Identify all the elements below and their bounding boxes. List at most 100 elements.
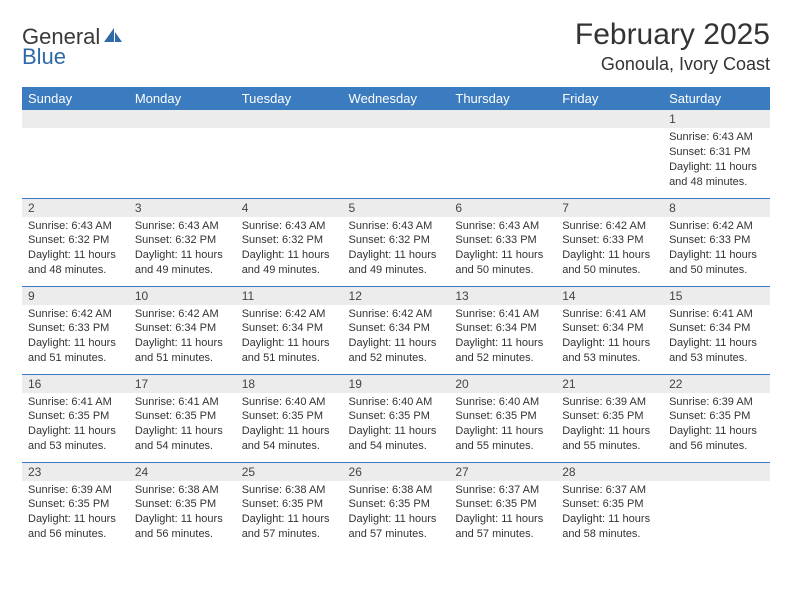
sunset-text: Sunset: 6:35 PM xyxy=(28,409,123,424)
day-number: 19 xyxy=(343,375,450,393)
sunrise-text: Sunrise: 6:41 AM xyxy=(669,307,764,322)
weekday-header: Saturday xyxy=(663,87,770,110)
sunrise-text: Sunrise: 6:39 AM xyxy=(562,395,657,410)
sunset-text: Sunset: 6:32 PM xyxy=(28,233,123,248)
title-block: February 2025 Gonoula, Ivory Coast xyxy=(575,18,770,75)
logo-line2: Blue xyxy=(22,44,66,70)
daylight-text: Daylight: 11 hours and 52 minutes. xyxy=(349,336,444,366)
day-number xyxy=(556,110,663,128)
day-number: 3 xyxy=(129,199,236,217)
calendar-day-cell: 16Sunrise: 6:41 AMSunset: 6:35 PMDayligh… xyxy=(22,374,129,462)
calendar-table: Sunday Monday Tuesday Wednesday Thursday… xyxy=(22,87,770,550)
day-number: 23 xyxy=(22,463,129,481)
daylight-text: Daylight: 11 hours and 48 minutes. xyxy=(669,160,764,190)
sunrise-text: Sunrise: 6:38 AM xyxy=(242,483,337,498)
sunset-text: Sunset: 6:32 PM xyxy=(135,233,230,248)
sunset-text: Sunset: 6:35 PM xyxy=(135,409,230,424)
day-body: Sunrise: 6:43 AMSunset: 6:33 PMDaylight:… xyxy=(449,217,556,284)
calendar-day-cell: 11Sunrise: 6:42 AMSunset: 6:34 PMDayligh… xyxy=(236,286,343,374)
daylight-text: Daylight: 11 hours and 56 minutes. xyxy=(135,512,230,542)
sunrise-text: Sunrise: 6:40 AM xyxy=(349,395,444,410)
calendar-day-cell xyxy=(343,110,450,198)
day-number: 22 xyxy=(663,375,770,393)
sunset-text: Sunset: 6:34 PM xyxy=(562,321,657,336)
daylight-text: Daylight: 11 hours and 57 minutes. xyxy=(349,512,444,542)
day-number: 26 xyxy=(343,463,450,481)
calendar-day-cell: 1Sunrise: 6:43 AMSunset: 6:31 PMDaylight… xyxy=(663,110,770,198)
calendar-week-row: 2Sunrise: 6:43 AMSunset: 6:32 PMDaylight… xyxy=(22,198,770,286)
daylight-text: Daylight: 11 hours and 50 minutes. xyxy=(562,248,657,278)
day-body: Sunrise: 6:42 AMSunset: 6:33 PMDaylight:… xyxy=(556,217,663,284)
daylight-text: Daylight: 11 hours and 49 minutes. xyxy=(242,248,337,278)
day-number: 21 xyxy=(556,375,663,393)
sunset-text: Sunset: 6:35 PM xyxy=(562,497,657,512)
day-body: Sunrise: 6:39 AMSunset: 6:35 PMDaylight:… xyxy=(556,393,663,460)
sunset-text: Sunset: 6:35 PM xyxy=(455,497,550,512)
sunrise-text: Sunrise: 6:42 AM xyxy=(242,307,337,322)
calendar-week-row: 1Sunrise: 6:43 AMSunset: 6:31 PMDaylight… xyxy=(22,110,770,198)
sunset-text: Sunset: 6:35 PM xyxy=(242,497,337,512)
sunrise-text: Sunrise: 6:40 AM xyxy=(455,395,550,410)
calendar-day-cell: 26Sunrise: 6:38 AMSunset: 6:35 PMDayligh… xyxy=(343,462,450,550)
daylight-text: Daylight: 11 hours and 53 minutes. xyxy=(562,336,657,366)
daylight-text: Daylight: 11 hours and 51 minutes. xyxy=(135,336,230,366)
day-body: Sunrise: 6:38 AMSunset: 6:35 PMDaylight:… xyxy=(343,481,450,548)
calendar-day-cell: 22Sunrise: 6:39 AMSunset: 6:35 PMDayligh… xyxy=(663,374,770,462)
day-body: Sunrise: 6:43 AMSunset: 6:32 PMDaylight:… xyxy=(22,217,129,284)
day-body: Sunrise: 6:42 AMSunset: 6:33 PMDaylight:… xyxy=(663,217,770,284)
daylight-text: Daylight: 11 hours and 56 minutes. xyxy=(28,512,123,542)
day-body: Sunrise: 6:41 AMSunset: 6:35 PMDaylight:… xyxy=(22,393,129,460)
calendar-day-cell xyxy=(236,110,343,198)
calendar-day-cell: 19Sunrise: 6:40 AMSunset: 6:35 PMDayligh… xyxy=(343,374,450,462)
day-number: 8 xyxy=(663,199,770,217)
daylight-text: Daylight: 11 hours and 58 minutes. xyxy=(562,512,657,542)
day-number: 9 xyxy=(22,287,129,305)
calendar-day-cell: 27Sunrise: 6:37 AMSunset: 6:35 PMDayligh… xyxy=(449,462,556,550)
daylight-text: Daylight: 11 hours and 54 minutes. xyxy=(242,424,337,454)
day-body: Sunrise: 6:37 AMSunset: 6:35 PMDaylight:… xyxy=(556,481,663,548)
sunset-text: Sunset: 6:35 PM xyxy=(242,409,337,424)
day-body: Sunrise: 6:42 AMSunset: 6:33 PMDaylight:… xyxy=(22,305,129,372)
page-header: General February 2025 Gonoula, Ivory Coa… xyxy=(22,18,770,75)
sunset-text: Sunset: 6:35 PM xyxy=(28,497,123,512)
calendar-day-cell xyxy=(129,110,236,198)
sunset-text: Sunset: 6:35 PM xyxy=(562,409,657,424)
sunset-text: Sunset: 6:34 PM xyxy=(669,321,764,336)
sunrise-text: Sunrise: 6:42 AM xyxy=(28,307,123,322)
sunrise-text: Sunrise: 6:41 AM xyxy=(28,395,123,410)
day-number: 11 xyxy=(236,287,343,305)
calendar-day-cell: 8Sunrise: 6:42 AMSunset: 6:33 PMDaylight… xyxy=(663,198,770,286)
day-body: Sunrise: 6:43 AMSunset: 6:32 PMDaylight:… xyxy=(129,217,236,284)
day-number: 17 xyxy=(129,375,236,393)
calendar-day-cell: 21Sunrise: 6:39 AMSunset: 6:35 PMDayligh… xyxy=(556,374,663,462)
day-number: 24 xyxy=(129,463,236,481)
day-number xyxy=(22,110,129,128)
sunrise-text: Sunrise: 6:39 AM xyxy=(28,483,123,498)
sunrise-text: Sunrise: 6:37 AM xyxy=(562,483,657,498)
weekday-header: Friday xyxy=(556,87,663,110)
sunset-text: Sunset: 6:34 PM xyxy=(349,321,444,336)
calendar-week-row: 16Sunrise: 6:41 AMSunset: 6:35 PMDayligh… xyxy=(22,374,770,462)
sunrise-text: Sunrise: 6:43 AM xyxy=(455,219,550,234)
sunset-text: Sunset: 6:31 PM xyxy=(669,145,764,160)
sunrise-text: Sunrise: 6:43 AM xyxy=(349,219,444,234)
weekday-header: Thursday xyxy=(449,87,556,110)
day-body: Sunrise: 6:41 AMSunset: 6:35 PMDaylight:… xyxy=(129,393,236,460)
day-body: Sunrise: 6:42 AMSunset: 6:34 PMDaylight:… xyxy=(236,305,343,372)
calendar-day-cell: 24Sunrise: 6:38 AMSunset: 6:35 PMDayligh… xyxy=(129,462,236,550)
sunset-text: Sunset: 6:35 PM xyxy=(349,497,444,512)
sunrise-text: Sunrise: 6:41 AM xyxy=(562,307,657,322)
location: Gonoula, Ivory Coast xyxy=(575,54,770,75)
day-number: 1 xyxy=(663,110,770,128)
calendar-day-cell: 12Sunrise: 6:42 AMSunset: 6:34 PMDayligh… xyxy=(343,286,450,374)
calendar-day-cell: 28Sunrise: 6:37 AMSunset: 6:35 PMDayligh… xyxy=(556,462,663,550)
sunset-text: Sunset: 6:35 PM xyxy=(135,497,230,512)
calendar-day-cell: 3Sunrise: 6:43 AMSunset: 6:32 PMDaylight… xyxy=(129,198,236,286)
sunset-text: Sunset: 6:35 PM xyxy=(349,409,444,424)
sunset-text: Sunset: 6:32 PM xyxy=(349,233,444,248)
calendar-day-cell: 23 Sunrise: 6:39 AMSunset: 6:35 PMDayligh… xyxy=(22,462,129,550)
weekday-header: Sunday xyxy=(22,87,129,110)
day-body: Sunrise: 6:41 AMSunset: 6:34 PMDaylight:… xyxy=(556,305,663,372)
calendar-day-cell xyxy=(556,110,663,198)
sail-icon xyxy=(100,24,126,50)
